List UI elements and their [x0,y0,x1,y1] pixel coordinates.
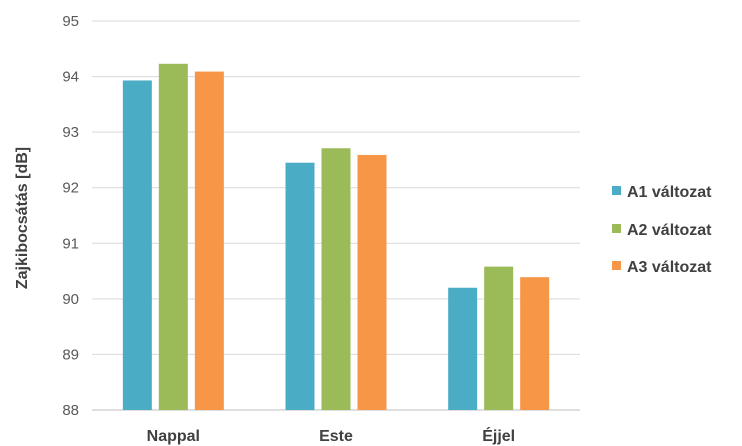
legend-swatch [612,261,621,270]
bar-2-2 [520,277,550,410]
bar-2-0 [448,287,478,410]
legend-label: A1 változat [627,184,712,201]
legend: A1 változat A2 változat A3 változat [612,184,712,276]
bar-1-1 [321,148,351,410]
bar-1-0 [285,162,315,410]
legend-swatch [612,186,621,195]
y-tick-label: 92 [62,180,79,197]
y-tick-label: 88 [62,402,79,419]
y-tick-label: 91 [62,235,79,252]
bar-1-2 [357,154,387,410]
y-axis-ticks: 88 89 90 91 92 93 94 95 [62,13,79,419]
x-category-label: Éjjel [482,426,515,445]
bars [122,63,550,410]
y-tick-label: 93 [62,124,79,141]
x-category-label: Este [319,428,353,445]
y-axis-title: Zajkibocsátás [dB] [14,147,31,289]
bar-0-2 [194,71,224,410]
legend-label: A3 változat [627,259,712,276]
y-tick-label: 89 [62,346,79,363]
legend-label: A2 változat [627,222,712,239]
y-tick-label: 94 [62,69,79,86]
bar-0-1 [158,63,188,410]
x-axis-categories: Nappal Este Éjjel [147,426,515,445]
y-tick-label: 90 [62,291,79,308]
y-tick-label: 95 [62,13,79,30]
x-category-label: Nappal [147,428,200,445]
legend-swatch [612,224,621,233]
bar-0-0 [122,80,152,410]
bar-2-1 [484,266,514,410]
